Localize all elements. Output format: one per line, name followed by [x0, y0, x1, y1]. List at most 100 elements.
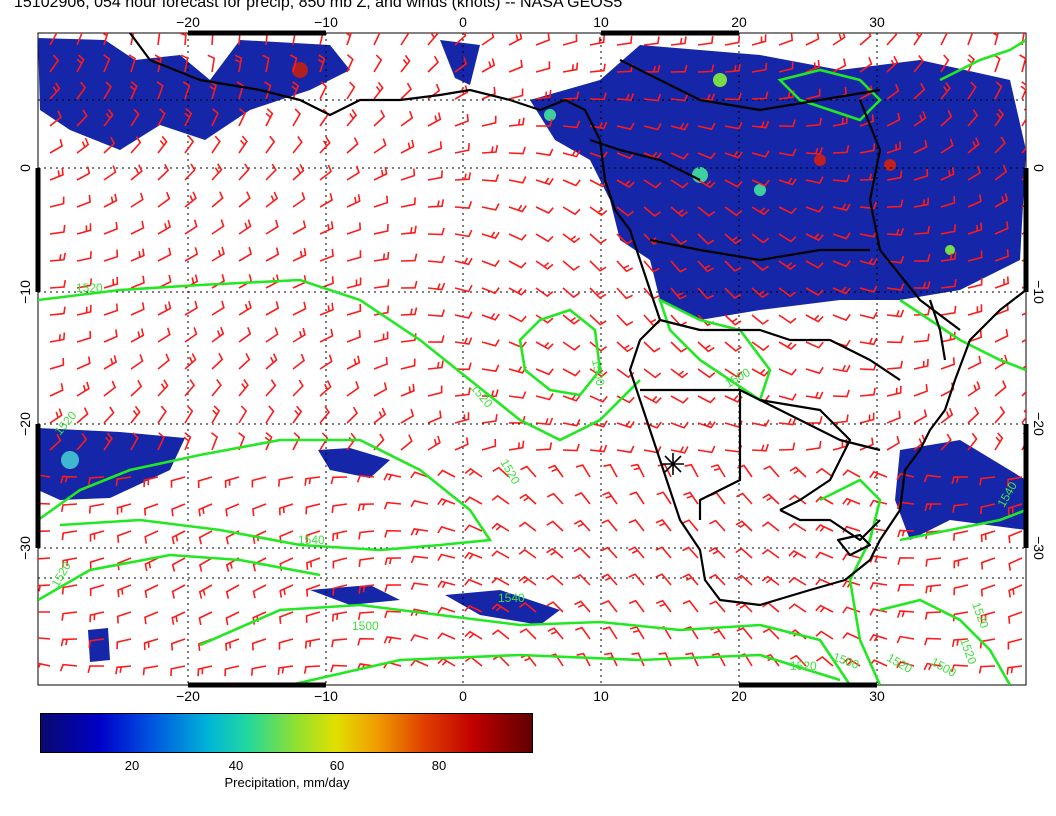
wind-barb: [573, 574, 591, 586]
wind-barb: [670, 233, 688, 245]
precip-cell-heavy: [884, 159, 896, 171]
wind-barb: [751, 34, 767, 46]
wind-barb: [410, 582, 429, 590]
wind-barb: [357, 637, 375, 646]
wind-barb: [886, 170, 903, 181]
wind-barb: [940, 407, 954, 424]
wind-barb: [940, 433, 952, 451]
precip-area-west-atlantic: [38, 428, 185, 500]
wind-barb: [859, 387, 876, 397]
wind-barb: [49, 138, 64, 154]
lon-tick-label: −20: [176, 688, 200, 704]
wind-barb: [967, 194, 982, 208]
wind-barb: [751, 206, 770, 216]
wind-barb: [198, 503, 213, 517]
wind-barb: [292, 192, 306, 208]
wind-barb: [508, 33, 523, 46]
wind-barb: [319, 328, 334, 343]
wind-barb: [292, 432, 301, 451]
contour-line: [289, 653, 841, 685]
wind-barb: [616, 36, 633, 46]
wind-barb: [832, 145, 850, 154]
wind-barb: [170, 638, 186, 651]
wind-barb: [832, 33, 846, 46]
wind-barb: [573, 519, 591, 532]
wind-barb: [589, 341, 608, 352]
wind-barb: [643, 395, 662, 404]
wind-barb: [184, 353, 197, 370]
wind-barb: [292, 405, 303, 424]
wind-barb: [762, 493, 780, 505]
wind-barb: [384, 610, 402, 619]
wind-barb: [481, 58, 496, 73]
wind-barb: [913, 111, 927, 127]
wind-barb: [994, 380, 1007, 397]
wind-barb: [697, 233, 715, 245]
wind-barb: [842, 657, 861, 667]
wind-barb: [400, 139, 415, 154]
wind-barb: [184, 191, 197, 208]
wind-barb: [400, 358, 416, 370]
wind-barb: [410, 555, 429, 564]
wind-barb: [709, 519, 726, 532]
wind-barb: [751, 150, 770, 158]
wind-barb: [655, 519, 672, 532]
wind-barb: [967, 355, 982, 370]
wind-barb: [535, 287, 554, 298]
wind-barb: [410, 499, 429, 508]
wind-barb: [346, 303, 362, 316]
wind-barb: [980, 503, 996, 515]
wind-barb: [869, 608, 888, 616]
wind-barb: [143, 476, 159, 488]
wind-barb: [886, 385, 902, 397]
wind-barb: [1008, 611, 1023, 624]
wind-barb: [788, 603, 807, 613]
wind-barb: [670, 287, 687, 300]
wind-barb: [805, 341, 824, 349]
wind-barb: [306, 557, 321, 570]
wind-barb: [278, 476, 294, 487]
wind-barb: [994, 276, 1010, 289]
wind-barb: [38, 474, 51, 478]
colorbar-tick-label: 40: [228, 758, 244, 773]
wind-barb: [251, 476, 267, 488]
wind-barb: [251, 638, 267, 651]
wind-barb: [101, 33, 109, 46]
wind-barb: [427, 435, 441, 451]
wind-barb: [805, 314, 824, 323]
wind-barb: [535, 148, 554, 157]
wind-barb: [184, 379, 196, 397]
wind-barb: [171, 530, 186, 545]
wind-barb: [464, 524, 483, 532]
wind-barb: [38, 611, 50, 613]
wind-barb: [778, 442, 796, 451]
wind-barb: [76, 81, 87, 100]
wind-barb: [574, 492, 591, 505]
wind-barb: [859, 362, 877, 371]
wind-barb: [264, 432, 273, 451]
contour-line: [518, 308, 602, 397]
wind-barb: [724, 150, 743, 159]
wind-barb: [265, 379, 277, 397]
wind-barb: [49, 110, 62, 127]
wind-barb: [832, 389, 850, 398]
wind-barb: [518, 521, 537, 532]
wind-barb: [546, 492, 564, 505]
wind-barb: [736, 627, 753, 640]
wind-barb: [980, 557, 996, 570]
wind-barb: [59, 663, 78, 672]
wind-barb: [815, 495, 834, 505]
contour-line: [38, 438, 493, 552]
wind-barb: [925, 530, 942, 540]
wind-barb: [319, 302, 334, 316]
wind-barb: [292, 136, 303, 154]
wind-barb: [238, 108, 246, 127]
wind-barb: [546, 547, 564, 559]
lon-tick-label: −20: [176, 14, 200, 30]
wind-barb: [913, 281, 931, 289]
wind-barb: [859, 437, 874, 451]
wind-barb: [211, 219, 225, 235]
wind-barb: [535, 341, 554, 350]
wind-barb: [601, 573, 618, 586]
wind-barb: [437, 580, 456, 589]
